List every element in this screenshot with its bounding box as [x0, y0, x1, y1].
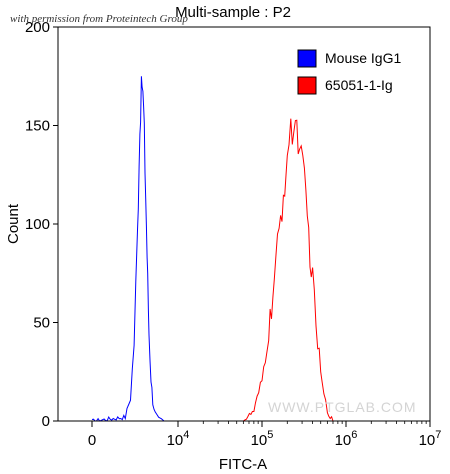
series-line-2 [243, 118, 334, 422]
permission-note: with permission from Proteintech Group [10, 13, 188, 25]
x-tick-label: 107 [419, 429, 442, 449]
y-tick-label: 50 [33, 315, 50, 332]
x-axis-title: FITC-A [219, 456, 267, 473]
y-axis-title: Count [5, 203, 22, 244]
y-axis: 0 50 100 150 200 [25, 19, 58, 430]
x-tick-exponent: 4 [183, 429, 189, 441]
x-tick-exponent: 5 [267, 429, 273, 441]
x-axis: 0 104 105 106 107 [88, 421, 442, 449]
watermark: WWW.PTGLAB.COM [268, 399, 417, 415]
legend-swatch [297, 49, 317, 68]
x-tick-label: 106 [335, 429, 358, 449]
y-tick-label: 200 [25, 19, 50, 36]
x-tick-label: 0 [88, 432, 96, 449]
legend: Mouse IgG1 65051-1-Ig [297, 49, 401, 95]
legend-swatch [297, 76, 317, 95]
x-tick-exponent: 6 [351, 429, 357, 441]
x-tick-label: 104 [167, 429, 190, 449]
y-tick-label: 100 [25, 216, 50, 233]
series-line-1 [91, 76, 165, 422]
legend-label: Mouse IgG1 [325, 50, 401, 66]
y-tick-label: 0 [42, 413, 50, 430]
x-tick-exponent: 7 [435, 429, 441, 441]
x-tick-label: 105 [251, 429, 274, 449]
plot-area [91, 76, 334, 422]
legend-label: 65051-1-Ig [325, 77, 393, 93]
y-tick-label: 150 [25, 118, 50, 135]
chart-title: Multi-sample : P2 [175, 4, 291, 21]
